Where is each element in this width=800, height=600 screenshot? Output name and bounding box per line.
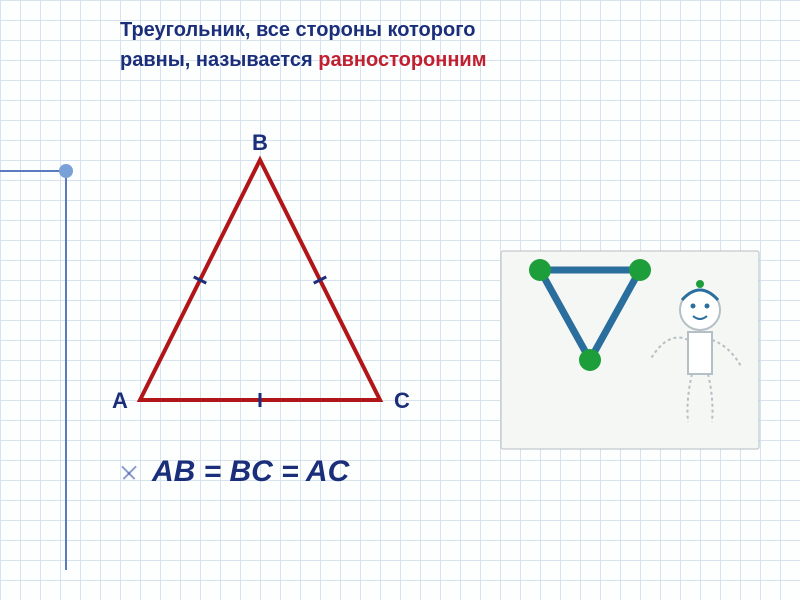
decor-line-horizontal xyxy=(0,170,65,172)
triangle-shape xyxy=(140,160,380,400)
decor-line-vertical xyxy=(65,170,67,570)
equilateral-triangle-diagram xyxy=(100,120,420,440)
cartoon-illustration xyxy=(500,250,760,480)
definition-term: равносторонним xyxy=(318,49,486,71)
decor-dot xyxy=(59,164,73,178)
bullet-icon xyxy=(116,459,141,484)
definition-line1: Треугольник, все стороны которого xyxy=(120,19,476,41)
slide-content: Треугольник, все стороны которого равны,… xyxy=(0,0,800,600)
equation-row: AB = BC = AC xyxy=(120,455,349,489)
triangle-ticks xyxy=(194,277,327,407)
definition-text: Треугольник, все стороны которого равны,… xyxy=(120,15,620,75)
vertex-label-a: A xyxy=(112,388,128,414)
vertex-label-c: C xyxy=(394,388,410,414)
definition-line2a: равны, называется xyxy=(120,49,318,71)
equation-text: AB = BC = AC xyxy=(152,455,349,489)
vertex-label-b: B xyxy=(252,130,268,156)
